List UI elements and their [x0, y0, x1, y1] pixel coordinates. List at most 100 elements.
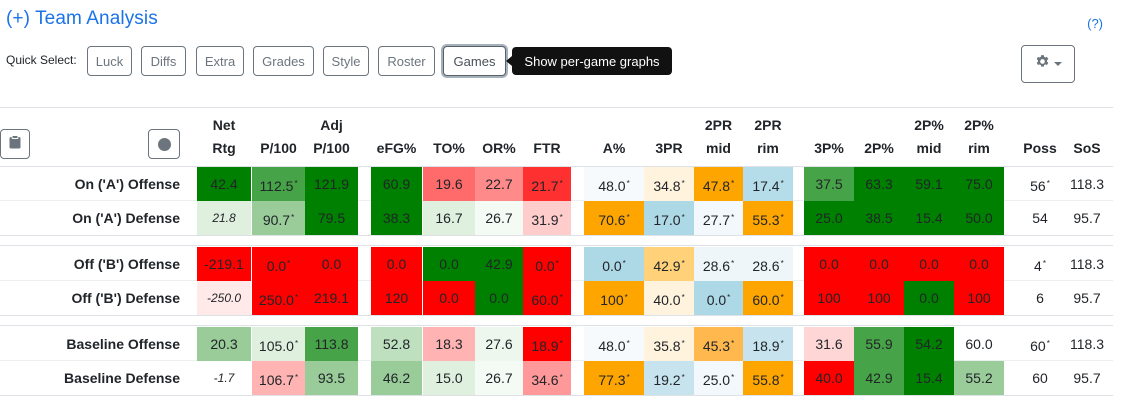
stat-cell-adj-p100: 113.8: [305, 327, 358, 361]
stat-cell-twop: 100: [854, 281, 904, 315]
settings-dropdown-button[interactable]: [1021, 45, 1075, 83]
column-header-twopr-mid: 2PR mid: [704, 117, 733, 156]
stat-cell-a: 100*: [584, 281, 644, 315]
row-label: Off ('B') Defense: [71, 290, 180, 306]
stat-cell-threepr: 40.0*: [644, 281, 694, 315]
stat-cell-threepr: 35.8*: [644, 327, 694, 361]
quick-select-diffs-button[interactable]: Diffs: [141, 46, 186, 76]
stat-cell-to: 18.3: [423, 327, 475, 361]
stat-cell-threep: 100: [804, 281, 854, 315]
stat-cell-sos: 118.3: [1070, 256, 1104, 272]
column-header-twop-rim: 2P% rim: [964, 117, 994, 156]
stat-cell-twopr-mid: 27.7*: [694, 201, 743, 235]
stat-cell-twop-rim: 50.0: [954, 201, 1004, 235]
stat-cell-p100: 250.0*: [252, 281, 305, 315]
chevron-down-icon: [1053, 62, 1062, 66]
row-label: On ('A') Offense: [74, 176, 180, 192]
stat-cell-twop-mid: 15.4: [904, 201, 954, 235]
stat-cell-ftr: 18.9*: [523, 327, 571, 361]
stat-cell-efg: 52.8: [371, 327, 422, 361]
stat-cell-a: 48.0*: [584, 167, 644, 201]
stat-cell-or: 0.0: [475, 281, 523, 315]
stat-cell-sos: 95.7: [1073, 210, 1101, 226]
stat-cell-efg: 46.2: [371, 361, 422, 395]
stat-cell-threep: 40.0: [804, 361, 854, 395]
stat-cell-adj-p100: 0.0: [305, 247, 358, 281]
stat-cell-to: 19.6: [423, 167, 475, 201]
stat-cell-poss: 56*: [1030, 178, 1050, 194]
stat-cell-efg: 120: [371, 281, 422, 315]
stat-cell-or: 26.7: [475, 201, 523, 235]
table-divider: [0, 395, 1113, 396]
stat-cell-poss: 6: [1036, 290, 1044, 306]
quick-select-luck-button[interactable]: Luck: [87, 46, 132, 76]
stat-cell-twop-rim: 0.0: [954, 247, 1004, 281]
stat-cell-twopr-rim: 17.4*: [743, 167, 793, 201]
table-divider: [0, 245, 1113, 246]
column-header-or: OR%: [482, 140, 516, 156]
help-link[interactable]: (?): [1087, 16, 1103, 31]
table-divider: [0, 166, 1113, 167]
stat-cell-p100: 105.0*: [252, 327, 305, 361]
stat-cell-threepr: 17.0*: [644, 201, 694, 235]
quick-select-style-button[interactable]: Style: [323, 46, 369, 76]
page-title[interactable]: (+) Team Analysis: [6, 8, 158, 29]
stat-cell-twopr-mid: 28.6*: [694, 247, 743, 281]
stat-cell-ftr: 21.7*: [523, 167, 571, 201]
stat-cell-net-rtg: 42.4: [197, 167, 251, 201]
stat-cell-threep: 37.5: [804, 167, 854, 201]
stat-cell-p100: 106.7*: [252, 361, 305, 395]
record-button[interactable]: [148, 129, 180, 159]
stat-cell-a: 77.3*: [584, 361, 644, 395]
stat-cell-or: 26.7: [475, 361, 523, 395]
stat-cell-twop: 0.0: [854, 247, 904, 281]
stat-cell-twop-rim: 100: [954, 281, 1004, 315]
stat-cell-sos: 95.7: [1073, 290, 1101, 306]
stat-cell-threepr: 34.8*: [644, 167, 694, 201]
stat-cell-threepr: 42.9*: [644, 247, 694, 281]
table-divider: [0, 107, 1113, 108]
stat-cell-twopr-rim: 55.8*: [743, 361, 793, 395]
stat-cell-twopr-mid: 45.3*: [694, 327, 743, 361]
stat-cell-twop: 63.3: [854, 167, 904, 201]
stat-cell-poss: 60*: [1030, 338, 1050, 354]
column-header-p100: P/100: [260, 140, 297, 156]
stat-cell-a: 48.0*: [584, 327, 644, 361]
quick-select-games-button[interactable]: Games: [443, 46, 506, 76]
row-label: Baseline Defense: [64, 370, 180, 386]
stat-cell-sos: 95.7: [1073, 370, 1101, 386]
stat-cell-twop: 42.9: [854, 361, 904, 395]
stat-cell-twopr-rim: 55.3*: [743, 201, 793, 235]
quick-select-grades-button[interactable]: Grades: [253, 46, 314, 76]
stat-cell-adj-p100: 93.5: [305, 361, 358, 395]
stat-cell-ftr: 0.0*: [523, 247, 571, 281]
stat-cell-net-rtg: -219.1: [197, 247, 251, 281]
stat-cell-threep: 31.6: [804, 327, 854, 361]
column-header-efg: eFG%: [376, 140, 417, 156]
stat-cell-twop-rim: 75.0: [954, 167, 1004, 201]
circle-icon: [157, 137, 171, 151]
stat-cell-efg: 60.9: [371, 167, 422, 201]
quick-select-extra-button[interactable]: Extra: [196, 46, 244, 76]
column-header-twopr-rim: 2PR rim: [754, 117, 782, 156]
stat-cell-twopr-mid: 0.0*: [694, 281, 743, 315]
stat-cell-sos: 118.3: [1070, 176, 1104, 192]
stat-cell-twopr-mid: 47.8*: [694, 167, 743, 201]
stat-cell-poss: 4*: [1034, 258, 1046, 274]
column-header-poss: Poss: [1023, 140, 1057, 156]
stat-cell-ftr: 31.9*: [523, 201, 571, 235]
stat-cell-or: 27.6: [475, 327, 523, 361]
stat-cell-poss: 60: [1032, 370, 1048, 386]
quick-select-roster-button[interactable]: Roster: [378, 46, 435, 76]
stat-cell-twopr-rim: 60.0*: [743, 281, 793, 315]
stat-cell-poss: 54: [1032, 210, 1048, 226]
stat-cell-net-rtg: 21.8: [197, 201, 251, 235]
table-divider: [0, 315, 1113, 316]
stat-cell-to: 15.0: [423, 361, 475, 395]
row-label: Off ('B') Offense: [73, 256, 180, 272]
copy-button[interactable]: [0, 129, 30, 159]
column-header-sos: SoS: [1073, 140, 1101, 156]
stat-cell-to: 0.0: [423, 247, 475, 281]
stat-cell-twopr-rim: 18.9*: [743, 327, 793, 361]
column-header-adj-p100: Adj P/100: [313, 117, 350, 156]
